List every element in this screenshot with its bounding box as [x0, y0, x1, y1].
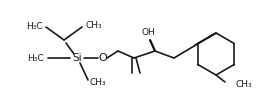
- Text: OH: OH: [141, 28, 155, 37]
- Text: Si: Si: [72, 53, 82, 63]
- Text: CH₃: CH₃: [235, 80, 252, 89]
- Text: H₃C: H₃C: [27, 53, 44, 62]
- Text: CH₃: CH₃: [85, 20, 102, 29]
- Text: H₃C: H₃C: [26, 21, 43, 30]
- Text: O: O: [99, 53, 107, 63]
- Text: CH₃: CH₃: [90, 78, 107, 86]
